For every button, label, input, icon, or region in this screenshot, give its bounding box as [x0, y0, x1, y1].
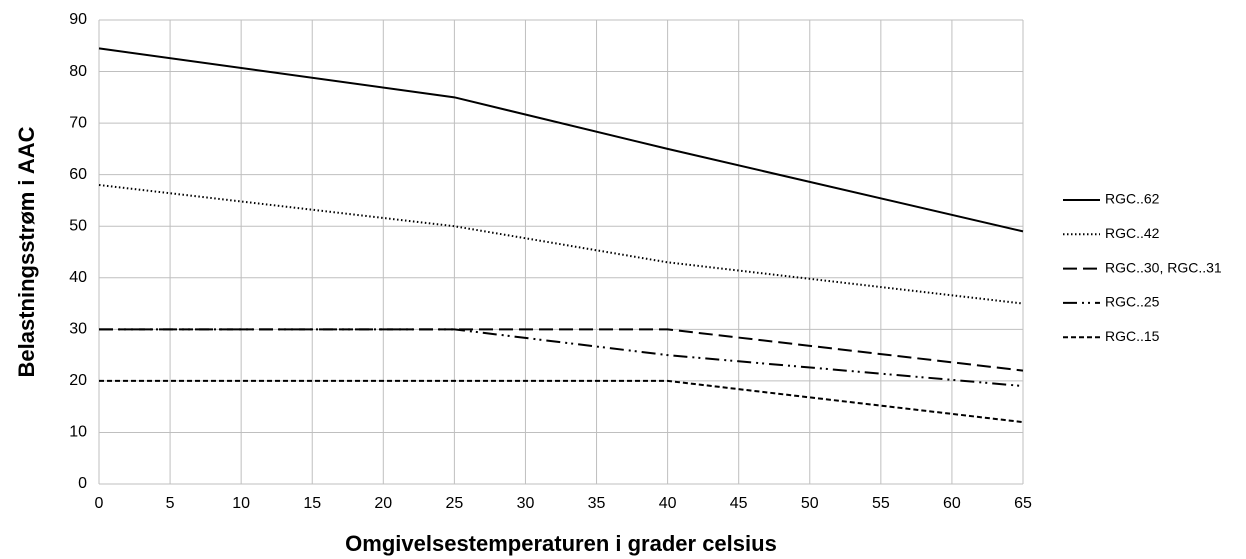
- x-tick-label: 20: [374, 495, 392, 512]
- legend-label: RGC..30, RGC..31: [1105, 259, 1222, 275]
- x-tick-label: 50: [801, 495, 819, 512]
- y-tick-label: 40: [69, 269, 87, 286]
- x-tick-label: 35: [588, 495, 606, 512]
- x-tick-label: 0: [95, 495, 104, 512]
- x-tick-label: 45: [730, 495, 748, 512]
- x-tick-label: 60: [943, 495, 961, 512]
- y-tick-label: 20: [69, 372, 87, 389]
- x-axis-title: Omgivelsestemperaturen i grader celsius: [345, 531, 777, 556]
- y-tick-label: 70: [69, 114, 87, 131]
- x-tick-label: 30: [517, 495, 535, 512]
- series-line: [99, 328, 1024, 388]
- y-axis-title: Belastningsstrøm i AAC: [14, 126, 39, 377]
- x-tick-label: 25: [445, 495, 463, 512]
- y-tick-label: 60: [69, 166, 87, 183]
- x-tick-label: 55: [872, 495, 890, 512]
- y-tick-label: 50: [69, 217, 87, 234]
- legend-label: RGC..25: [1105, 294, 1160, 310]
- x-tick-label: 10: [232, 495, 250, 512]
- series-line: [98, 183, 1024, 305]
- legend-label: RGC..15: [1105, 328, 1160, 344]
- legend-label: RGC..42: [1105, 225, 1160, 241]
- y-tick-label: 90: [69, 11, 87, 28]
- x-tick-label: 65: [1014, 495, 1032, 512]
- y-tick-label: 80: [69, 63, 87, 80]
- y-tick-label: 10: [69, 424, 87, 441]
- x-tick-label: 40: [659, 495, 677, 512]
- x-tick-label: 5: [166, 495, 175, 512]
- series-line: [98, 47, 1024, 233]
- y-tick-label: 30: [69, 321, 87, 338]
- series-line: [99, 328, 1024, 372]
- y-tick-label: 0: [78, 475, 87, 492]
- legend-label: RGC..62: [1105, 191, 1160, 207]
- x-tick-label: 15: [303, 495, 321, 512]
- series-line: [99, 379, 1024, 424]
